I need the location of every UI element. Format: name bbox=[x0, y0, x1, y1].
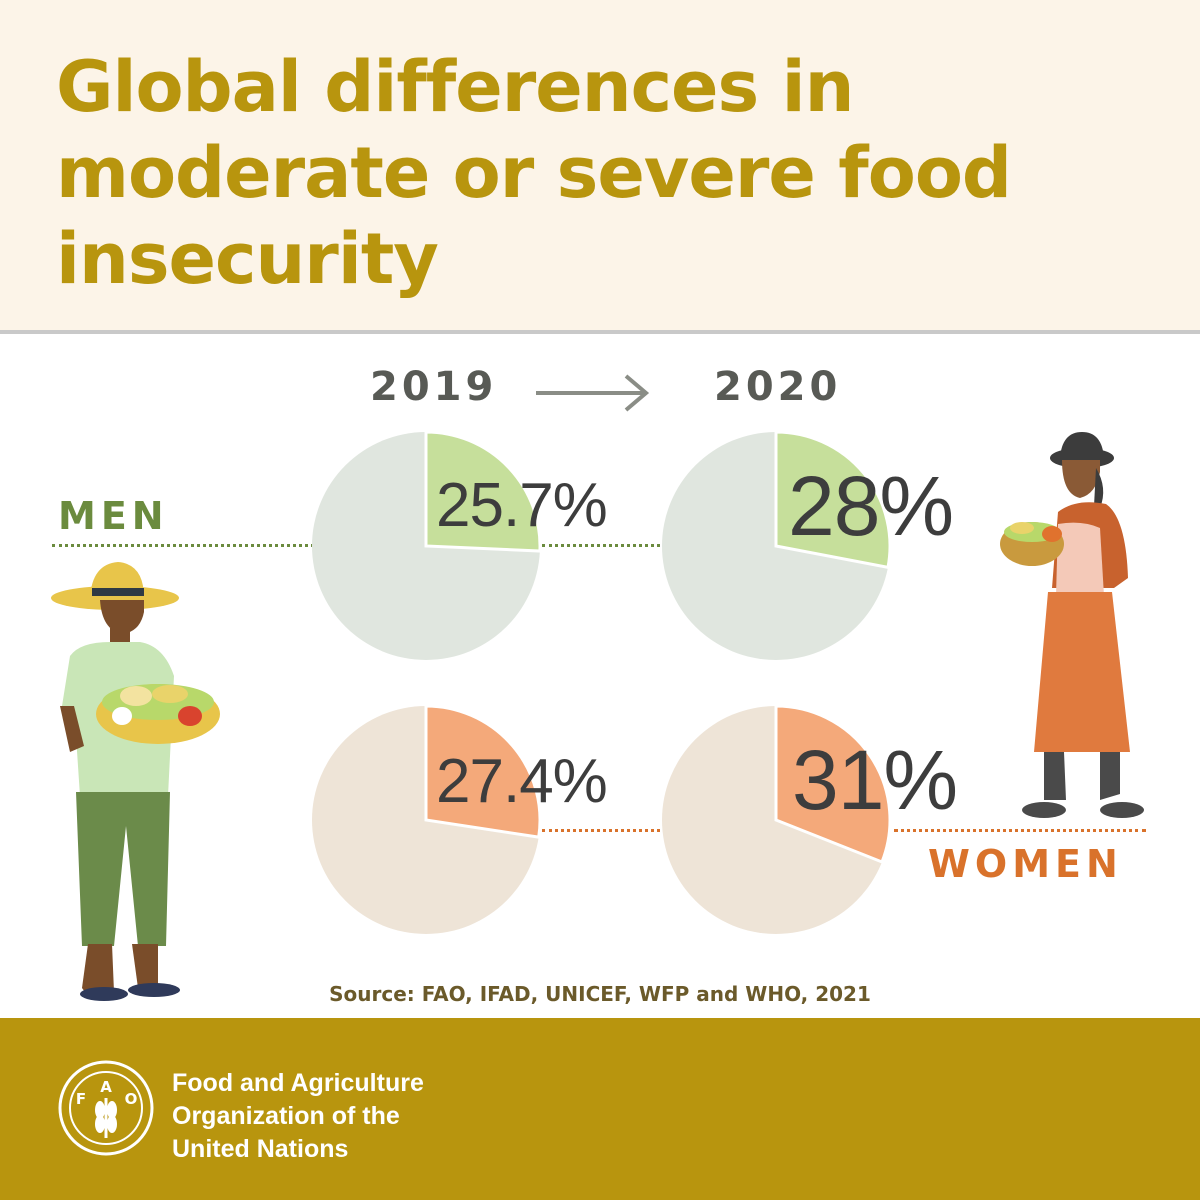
fao-logo-icon: F A O bbox=[58, 1060, 154, 1156]
men-label: MEN bbox=[58, 494, 169, 538]
organization-name-line-1: Food and Agriculture bbox=[172, 1069, 424, 1097]
men-leader-line-mid bbox=[542, 544, 660, 547]
organization-name: Food and Agriculture Organization of the… bbox=[172, 1067, 424, 1166]
pie-men-2019 bbox=[312, 430, 542, 660]
year-label-2019: 2019 bbox=[370, 364, 498, 410]
pie-women-2020 bbox=[662, 704, 892, 934]
header-banner: Global differences in moderate or severe… bbox=[0, 0, 1200, 334]
pie-men-2020 bbox=[662, 430, 892, 660]
pie-women-2019 bbox=[312, 704, 542, 934]
organization-name-line-3: United Nations bbox=[172, 1135, 349, 1163]
women-leader-line-right bbox=[894, 829, 1146, 832]
man-farmer-illustration bbox=[51, 562, 220, 1001]
women-label: WOMEN bbox=[928, 842, 1123, 886]
data-label-men-2020: 28% bbox=[788, 459, 954, 553]
footer-banner bbox=[0, 1018, 1200, 1200]
fao-logo-letter-o: O bbox=[125, 1090, 138, 1108]
data-label-men-2019: 25.7% bbox=[436, 471, 608, 540]
women-leader-line-mid bbox=[542, 829, 660, 832]
arrow-right-icon bbox=[536, 374, 650, 412]
data-label-women-2020: 31% bbox=[792, 733, 958, 827]
data-label-women-2019: 27.4% bbox=[436, 747, 608, 816]
pie-men-2020-slice bbox=[774, 430, 892, 570]
organization-name-line-2: Organization of the bbox=[172, 1102, 400, 1130]
pie-women-2019-slice bbox=[424, 704, 542, 839]
fao-logo-letter-f: F bbox=[76, 1090, 86, 1108]
page-title: Global differences in moderate or severe… bbox=[56, 46, 1012, 300]
pie-men-2019-slice bbox=[424, 430, 542, 553]
woman-farmer-illustration bbox=[1000, 432, 1144, 818]
fao-logo-letter-a: A bbox=[100, 1078, 112, 1096]
pie-women-2020-slice bbox=[774, 704, 892, 864]
year-label-2020: 2020 bbox=[714, 364, 842, 410]
source-note: Source: FAO, IFAD, UNICEF, WFP and WHO, … bbox=[329, 982, 871, 1006]
men-leader-line-left bbox=[52, 544, 314, 547]
